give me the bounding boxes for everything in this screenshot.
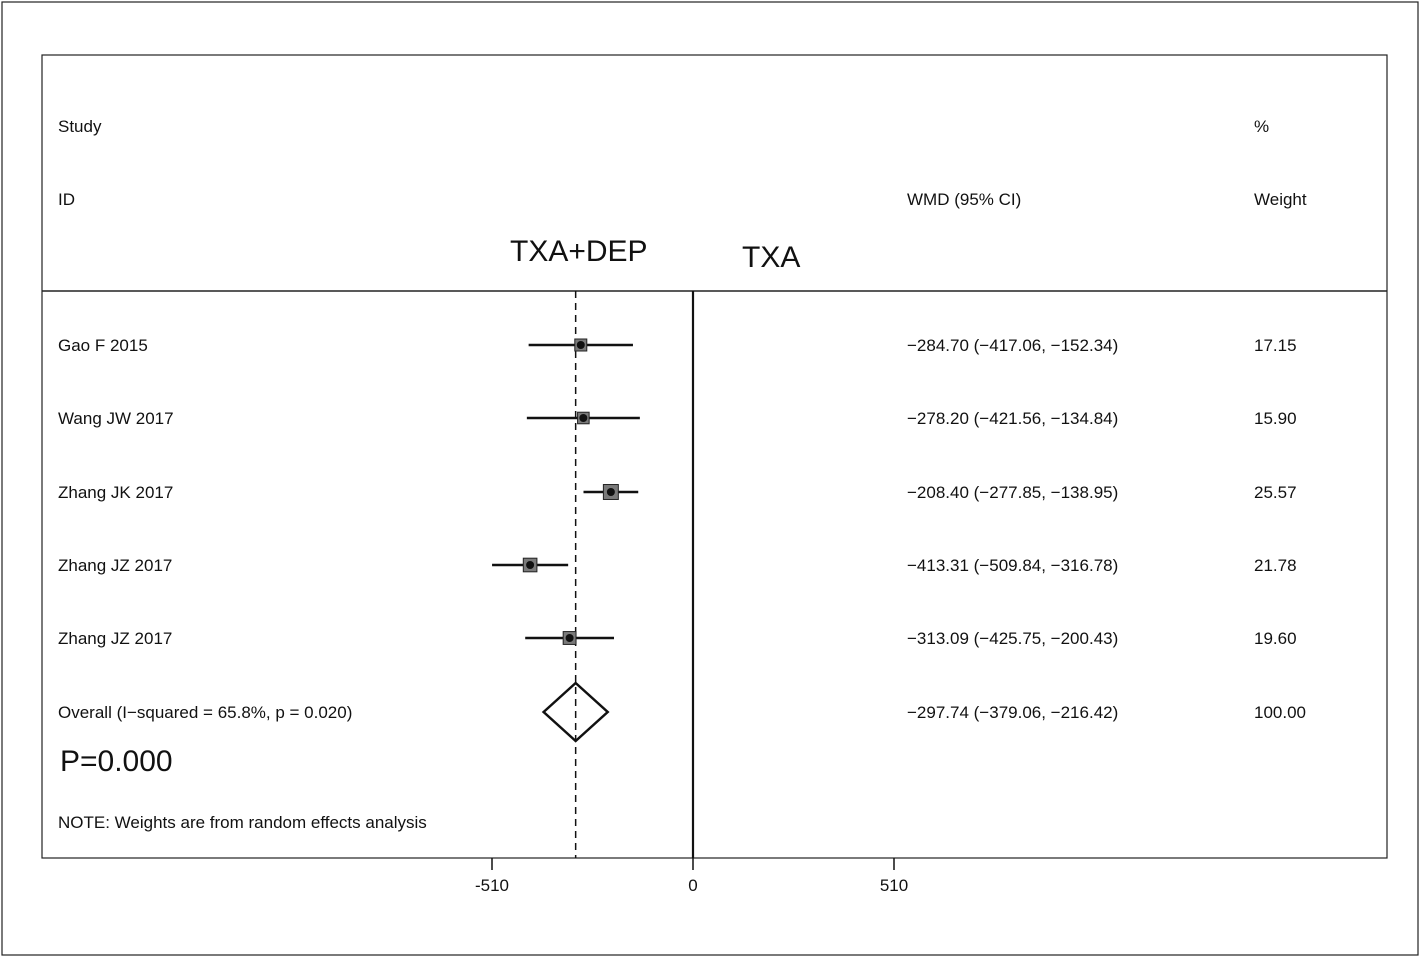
group-label-right: TXA bbox=[742, 241, 800, 274]
x-tick-label: 510 bbox=[880, 876, 908, 895]
x-tick-label: 0 bbox=[688, 876, 697, 895]
study-ci-text: −284.70 (−417.06, −152.34) bbox=[907, 336, 1118, 355]
study-ci-text: −313.09 (−425.75, −200.43) bbox=[907, 629, 1118, 648]
p-value-label: P=0.000 bbox=[60, 745, 173, 778]
overall-ci-text: −297.74 (−379.06, −216.42) bbox=[907, 703, 1118, 722]
study-point-estimate bbox=[606, 488, 615, 496]
x-tick-label: -510 bbox=[475, 876, 509, 895]
header-pct: % bbox=[1254, 117, 1269, 136]
header-study: Study bbox=[58, 117, 102, 136]
study-point-estimate bbox=[576, 341, 585, 349]
study-ci-text: −278.20 (−421.56, −134.84) bbox=[907, 409, 1118, 428]
study-point-estimate bbox=[579, 414, 588, 422]
note-label: NOTE: Weights are from random effects an… bbox=[58, 813, 427, 832]
overall-label: Overall (I−squared = 65.8%, p = 0.020) bbox=[58, 703, 352, 722]
study-weight-text: 17.15 bbox=[1254, 336, 1297, 355]
study-weight-text: 19.60 bbox=[1254, 629, 1297, 648]
header-wmd: WMD (95% CI) bbox=[907, 190, 1021, 209]
overall-diamond bbox=[541, 681, 610, 743]
group-label-left: TXA+DEP bbox=[510, 235, 648, 268]
study-label: Zhang JZ 2017 bbox=[58, 556, 172, 575]
header-weight: Weight bbox=[1254, 190, 1307, 209]
study-label: Wang JW 2017 bbox=[58, 409, 174, 428]
plot-region-frame bbox=[41, 54, 1388, 859]
study-label: Zhang JZ 2017 bbox=[58, 629, 172, 648]
study-point-estimate bbox=[526, 561, 535, 569]
study-label: Zhang JK 2017 bbox=[58, 483, 173, 502]
study-weight-text: 25.57 bbox=[1254, 483, 1297, 502]
plot-marks bbox=[492, 291, 695, 858]
study-weight-text: 15.90 bbox=[1254, 409, 1297, 428]
study-weight-text: 21.78 bbox=[1254, 556, 1297, 575]
x-axis: -510 0 510 bbox=[475, 858, 908, 895]
study-point-estimate bbox=[565, 634, 574, 642]
overall-weight-text: 100.00 bbox=[1254, 703, 1306, 722]
study-ci-text: −208.40 (−277.85, −138.95) bbox=[907, 483, 1118, 502]
header-id: ID bbox=[58, 190, 75, 209]
study-label: Gao F 2015 bbox=[58, 336, 148, 355]
study-ci-text: −413.31 (−509.84, −316.78) bbox=[907, 556, 1118, 575]
study-rows: Gao F 2015 −284.70 (−417.06, −152.34) 17.1… bbox=[58, 336, 1306, 722]
